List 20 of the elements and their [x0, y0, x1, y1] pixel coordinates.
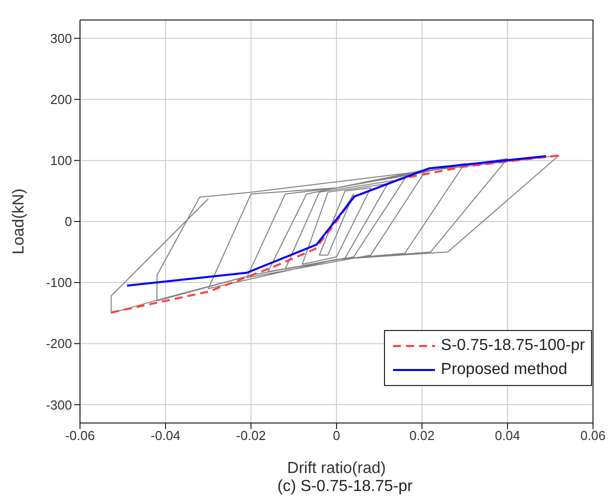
legend-label: Proposed method [440, 360, 568, 380]
y-axis-title: Load(kN) [10, 188, 28, 254]
x-tick-label: -0.06 [65, 428, 95, 444]
x-tick-label: 0.06 [580, 428, 606, 444]
y-tick-label: -300 [46, 397, 72, 412]
y-tick-label: 300 [50, 30, 72, 46]
x-tick-label: -0.02 [236, 428, 266, 444]
legend-label: S-0.75-18.75-100-pr [440, 336, 585, 356]
line-series [126, 155, 547, 287]
x-axis-title: Drift ratio(rad) [287, 460, 386, 477]
x-tick-label: 0.02 [409, 428, 435, 444]
x-tick-label: 0 [332, 428, 340, 444]
y-tick-label: 100 [50, 153, 72, 168]
y-tick-label: 0 [64, 214, 72, 230]
y-tick-label: -200 [46, 336, 72, 352]
x-tick-label: 0.04 [494, 428, 520, 444]
y-tick-label: 200 [50, 92, 72, 107]
x-tick-label: -0.04 [150, 428, 180, 444]
text: (c) S-0.75-18.75-pr [276, 478, 414, 496]
y-tick-label: -100 [46, 275, 72, 290]
